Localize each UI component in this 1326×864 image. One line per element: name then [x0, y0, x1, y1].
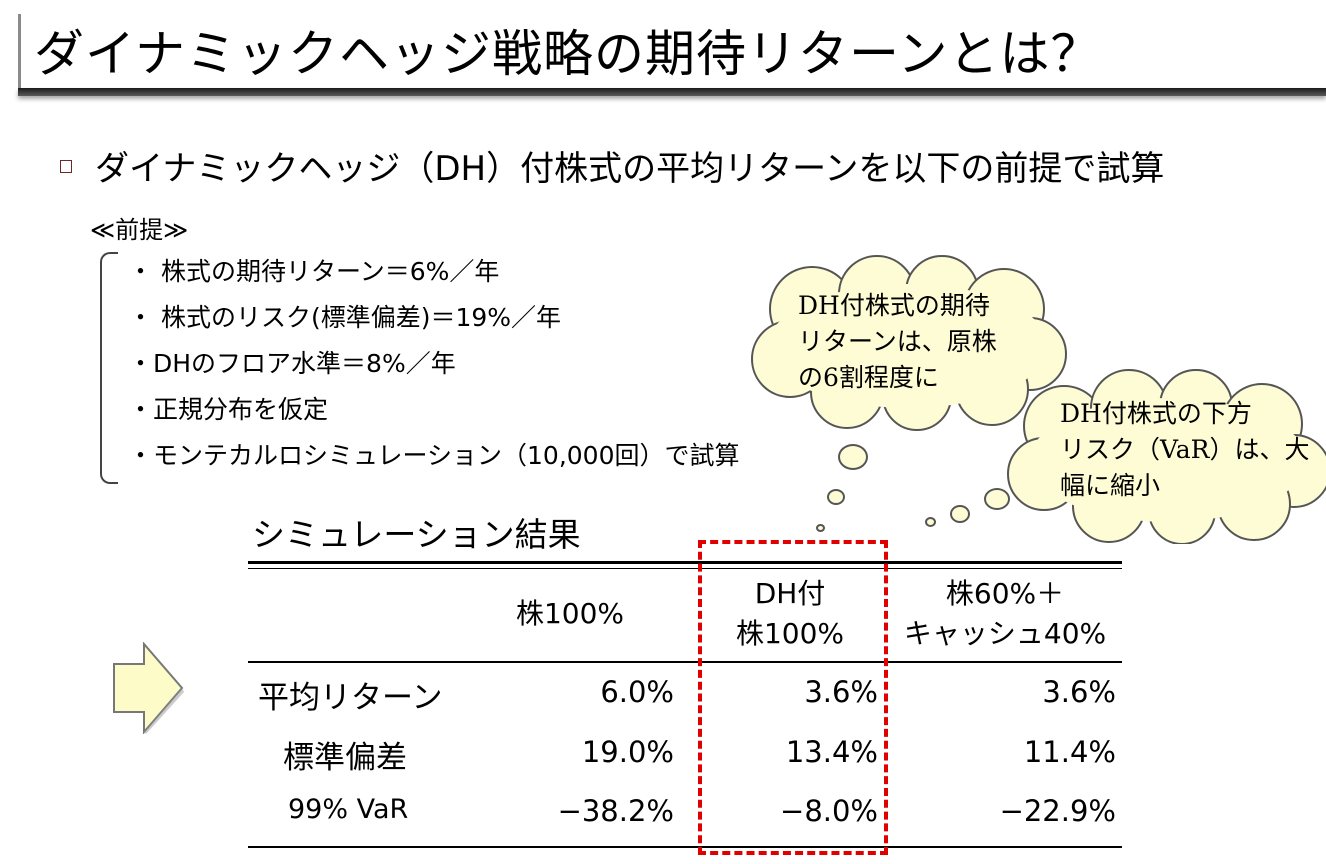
callout-left-line: リターンは、原株 [798, 327, 997, 356]
table-bottom-rule [248, 846, 1122, 848]
column-header-line: キャッシュ40% [903, 617, 1107, 650]
callout-left-line: DH付株式の期待 [798, 291, 990, 320]
row-label-mean-return: 平均リターン [258, 680, 443, 716]
column-header-line: 株100% [735, 617, 845, 650]
table-cell: −38.2% [557, 794, 674, 828]
right-arrow-icon [113, 642, 184, 734]
premise-item: ・DHのフロア水準＝8%／年 [128, 349, 456, 378]
main-bullet-text: ダイナミックヘッジ（DH）付株式の平均リターンを以下の前提で試算 [95, 149, 1165, 189]
table-cell: 19.0% [581, 735, 674, 769]
column-header-stock100: 株100% [480, 594, 660, 634]
premise-bracket [100, 252, 118, 484]
table-cell: −22.9% [999, 794, 1116, 828]
callout-right-line: DH付株式の下方 [1060, 399, 1252, 428]
results-title: シミュレーション結果 [252, 515, 581, 554]
column-header-stock60-cash40: 株60%＋ キャッシュ40% [880, 574, 1130, 654]
bullet-square-icon [60, 160, 72, 173]
callout-right-line: 幅に縮小 [1060, 471, 1161, 500]
row-label-std-dev: 標準偏差 [283, 740, 407, 776]
row-label-var: 99% VaR [288, 794, 409, 825]
premise-item: ・正規分布を仮定 [128, 395, 329, 424]
callout-right-line: リスク（VaR）は、大 [1060, 435, 1310, 464]
premise-item: ・モンテカルロシミュレーション（10,000回）で試算 [128, 441, 740, 470]
premise-item: ・ 株式の期待リターン＝6%／年 [128, 257, 500, 286]
thought-bubble-dot [827, 489, 845, 505]
thought-bubble-dot [925, 517, 936, 527]
table-cell: −8.0% [780, 794, 878, 828]
title-underline-bar [18, 88, 1326, 96]
cloud-shape-icon [751, 255, 1067, 431]
callout-cloud-right: DH付株式の下方 リスク（VaR）は、大 幅に縮小 [1004, 366, 1326, 544]
callout-cloud-left: DH付株式の期待 リターンは、原株 の6割程度に [742, 254, 1074, 432]
table-top-rule-thin [248, 568, 1122, 569]
table-header-rule [248, 661, 1122, 663]
table-cell: 11.4% [1023, 735, 1116, 769]
thought-bubble-dot [838, 444, 868, 470]
table-cell: 13.4% [785, 735, 878, 769]
premise-list: ・ 株式の期待リターン＝6%／年 ・ 株式のリスク(標準偏差)＝19%／年 ・D… [128, 252, 739, 482]
premise-item: ・ 株式のリスク(標準偏差)＝19%／年 [128, 303, 562, 332]
title-accent-line [18, 14, 21, 90]
callout-left-line: の6割程度に [798, 363, 939, 392]
thought-bubble-dot [984, 488, 1010, 510]
dh-column-highlight [698, 540, 888, 855]
column-header-line: 株100% [515, 597, 625, 630]
table-cell: 3.6% [804, 675, 878, 709]
table-cell: 3.6% [1042, 675, 1116, 709]
thought-bubble-dot [816, 524, 825, 532]
premise-heading: ≪前提≫ [90, 216, 189, 244]
table-cell: 6.0% [600, 675, 674, 709]
column-header-line: DH付 [754, 577, 826, 610]
column-header-line: 株60%＋ [945, 577, 1065, 610]
thought-bubble-dot [950, 505, 970, 523]
table-top-rule [248, 561, 1122, 564]
page-title: ダイナミックヘッジ戦略の期待リターンとは？ [34, 25, 1102, 83]
cloud-shape-icon [1007, 369, 1326, 544]
column-header-dh-stock100: DH付 株100% [700, 574, 880, 654]
